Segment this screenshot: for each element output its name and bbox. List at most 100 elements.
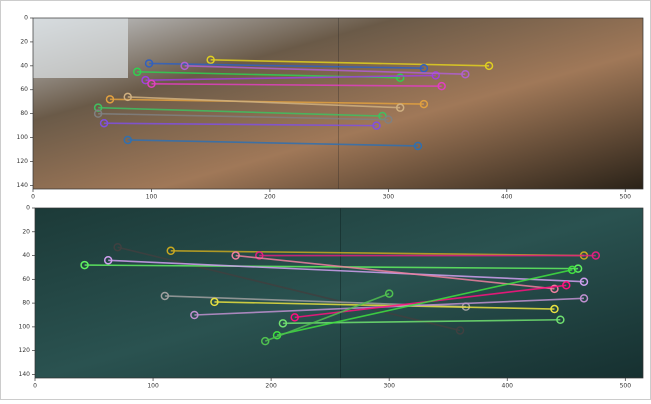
y-tick-label: 120	[19, 347, 31, 354]
match-line	[214, 301, 555, 310]
match-line	[98, 112, 389, 121]
match-line	[104, 122, 377, 127]
keypoint	[384, 289, 394, 298]
sky-patch	[33, 18, 128, 78]
keypoint	[419, 99, 429, 109]
keypoint	[550, 284, 559, 294]
keypoint	[231, 251, 240, 260]
keypoint	[80, 260, 89, 270]
keypoint	[132, 67, 142, 77]
keypoint	[160, 291, 170, 301]
x-tick-label: 500	[620, 194, 632, 201]
y-tick-label: 40	[20, 62, 28, 69]
keypoint	[278, 319, 288, 328]
match-line	[127, 139, 418, 147]
match-line	[84, 264, 579, 270]
keypoint	[413, 141, 423, 151]
keypoint	[255, 251, 264, 260]
keypoint	[123, 92, 133, 102]
y-tick-label: 60	[22, 276, 30, 283]
x-tick-label: 100	[146, 194, 158, 201]
keypoint	[210, 297, 219, 307]
y-tick-label: 0	[24, 15, 28, 22]
axes-frame	[34, 207, 644, 379]
x-tick-label: 400	[502, 383, 514, 390]
keypoint	[144, 59, 154, 68]
x-tick-label: 200	[265, 383, 277, 390]
match-line	[98, 106, 383, 117]
keypoint	[290, 313, 299, 322]
match-line	[117, 246, 461, 332]
y-tick-label: 120	[17, 158, 29, 165]
match-line	[151, 82, 442, 87]
keypoint	[180, 61, 189, 71]
keypoint	[431, 71, 440, 80]
image	[35, 208, 643, 378]
y-tick-label: 80	[20, 110, 28, 117]
axes-frame	[32, 17, 644, 190]
match-line	[210, 59, 490, 67]
keypoint	[105, 95, 115, 104]
keypoint	[550, 304, 559, 314]
keypoint	[93, 103, 103, 112]
x-tick-label: 500	[620, 383, 632, 390]
keypoint	[141, 75, 150, 85]
x-tick-label: 200	[264, 194, 276, 201]
y-tick-label: 60	[20, 86, 28, 93]
keypoint	[579, 294, 589, 303]
top-panel: 0 100 200 300 400 500 0 20 40 60 80 100 120 140	[17, 15, 644, 201]
keypoint	[123, 135, 133, 145]
y-tick-label: 40	[22, 252, 30, 259]
keypoint	[562, 281, 571, 290]
x-tick-label: 0	[31, 194, 35, 201]
match-line	[149, 62, 424, 70]
match-line	[108, 259, 585, 283]
keypoint	[260, 336, 270, 346]
x-tick-label: 0	[33, 383, 37, 390]
match-line	[127, 96, 401, 109]
match-line	[264, 292, 390, 342]
y-tick-label: 0	[26, 205, 30, 212]
y-tick-label: 140	[17, 182, 29, 189]
keypoint	[93, 109, 103, 118]
keypoint	[372, 121, 381, 130]
x-tick-label: 100	[147, 383, 159, 390]
keypoint	[113, 242, 122, 252]
keypoint	[573, 264, 583, 273]
keypoint	[384, 115, 393, 124]
keypoint	[395, 73, 405, 83]
match-line	[184, 65, 466, 76]
keypoint	[437, 81, 446, 91]
keypoint	[395, 103, 405, 112]
y-tick-label: 80	[22, 300, 30, 307]
keypoint	[206, 55, 215, 65]
keypoint	[591, 251, 601, 260]
y-tick-label: 20	[22, 228, 30, 235]
match-line	[145, 74, 436, 81]
keypoint	[484, 61, 494, 71]
y-tick-label: 140	[19, 371, 31, 378]
keypoint	[166, 246, 176, 256]
keypoint	[103, 256, 113, 265]
y-tick-label: 100	[19, 323, 31, 330]
keypoint	[99, 118, 109, 128]
x-tick-label: 400	[501, 194, 513, 201]
keypoint	[556, 315, 565, 324]
keypoint	[147, 79, 156, 89]
match-line	[276, 269, 573, 336]
keypoint	[419, 63, 429, 73]
seam	[340, 208, 341, 378]
y-tick-label: 100	[17, 134, 29, 141]
x-tick-label: 300	[383, 194, 395, 201]
bottom-panel: 0 100 200 300 400 500 0 20 40 60 80 100 120 140	[19, 205, 644, 390]
keypoint	[190, 310, 199, 320]
y-tick-label: 20	[20, 38, 28, 45]
keypoint	[567, 265, 577, 275]
keypoint	[579, 277, 589, 286]
match-line	[235, 254, 555, 290]
keypoint	[455, 326, 465, 335]
x-tick-label: 300	[383, 383, 395, 390]
keypoint	[461, 69, 470, 79]
match-line	[282, 318, 561, 325]
